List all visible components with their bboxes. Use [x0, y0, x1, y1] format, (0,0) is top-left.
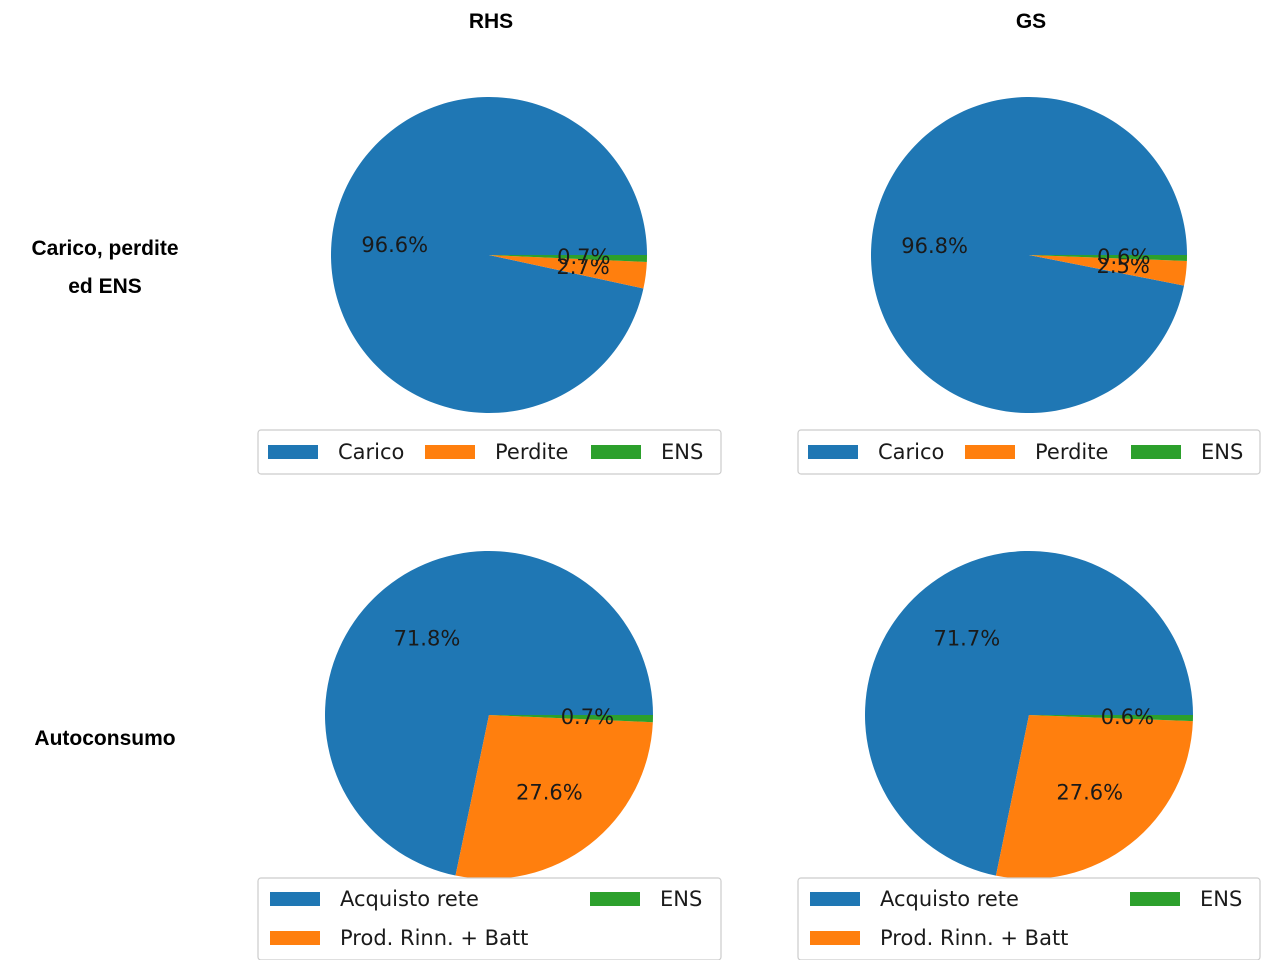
legend-label: ENS: [660, 887, 702, 911]
legend-frame: [797, 429, 1261, 475]
pie-value-label: 27.6%: [1056, 780, 1123, 804]
pie-value-label: 71.8%: [394, 627, 461, 651]
pie-slice-carico: [871, 97, 1187, 414]
pie-slice-prod-rinn-batt: [995, 715, 1193, 879]
legend-swatch: [810, 892, 860, 906]
pie-slice-ens: [489, 255, 647, 262]
pie-value-label: 71.7%: [933, 627, 1000, 651]
legend-swatch: [268, 445, 318, 459]
legend-label: Prod. Rinn. + Batt: [340, 926, 528, 950]
legend-label: Perdite: [495, 440, 568, 464]
pie-value-label: 0.7%: [561, 705, 614, 729]
legend-label: Carico: [878, 440, 944, 464]
legend-label: Perdite: [1035, 440, 1108, 464]
legend-swatch: [808, 445, 858, 459]
pie-slice-ens: [1029, 715, 1193, 722]
pie-value-label: 0.6%: [1101, 705, 1154, 729]
row-header-carico-line1: Carico, perdite: [31, 237, 179, 260]
row-header-autoconsumo: Autoconsumo: [34, 727, 176, 750]
legend-label: ENS: [1201, 440, 1243, 464]
row-header-carico-line2: ed ENS: [68, 275, 142, 298]
column-header-gs: GS: [1015, 10, 1047, 33]
legend-frame: [257, 429, 722, 475]
pie-value-label: 96.8%: [901, 234, 968, 258]
legend-label: Prod. Rinn. + Batt: [880, 926, 1068, 950]
pie-value-label: 0.7%: [557, 245, 610, 269]
legend-swatch: [270, 931, 320, 945]
legend-swatch: [1131, 445, 1181, 459]
legend-label: Acquisto rete: [880, 887, 1019, 911]
legend-swatch: [1130, 892, 1180, 906]
pie-chart-rhs-carico: 96.6%2.7%0.7%Carico Perdite ENS: [257, 97, 722, 475]
row-header-carico: Carico, perdite ed ENS: [0, 230, 210, 306]
pie-slice-acquisto-rete: [325, 550, 653, 876]
legend-swatch: [425, 445, 475, 459]
pie-slice-perdite: [489, 255, 647, 289]
pie-slice-acquisto-rete: [864, 551, 1193, 876]
legend-swatch: [590, 892, 640, 906]
legend-swatch: [591, 445, 641, 459]
pie-value-label: 96.6%: [361, 233, 428, 257]
legend-swatch: [810, 931, 860, 945]
pie-slice-carico: [331, 97, 647, 414]
legend-label: Carico: [338, 440, 404, 464]
pie-chart-rhs-autoconsumo: 71.8% 27.6% 0.7% Acquisto rete ENS Prod. Rinn…: [257, 550, 722, 960]
pie-chart-gs-carico: 96.8%2.5%0.6%Carico Perdite ENS: [797, 97, 1261, 475]
pie-slice-ens: [489, 715, 653, 723]
legend-label: ENS: [1200, 887, 1242, 911]
column-header-rhs: RHS: [468, 10, 514, 33]
legend-label: ENS: [661, 440, 703, 464]
legend-swatch: [965, 445, 1015, 459]
pie-chart-gs-autoconsumo: 71.7% 27.6% 0.6% Acquisto rete ENS Prod. Rinn…: [797, 551, 1261, 960]
pie-value-label: 27.6%: [516, 781, 583, 805]
pie-slice-ens: [1029, 255, 1187, 261]
pie-value-label: 0.6%: [1097, 245, 1150, 269]
pie-slice-perdite: [1029, 255, 1187, 286]
legend-swatch: [270, 892, 320, 906]
legend-label: Acquisto rete: [340, 887, 479, 911]
pie-slice-prod-rinn-batt: [455, 715, 653, 879]
